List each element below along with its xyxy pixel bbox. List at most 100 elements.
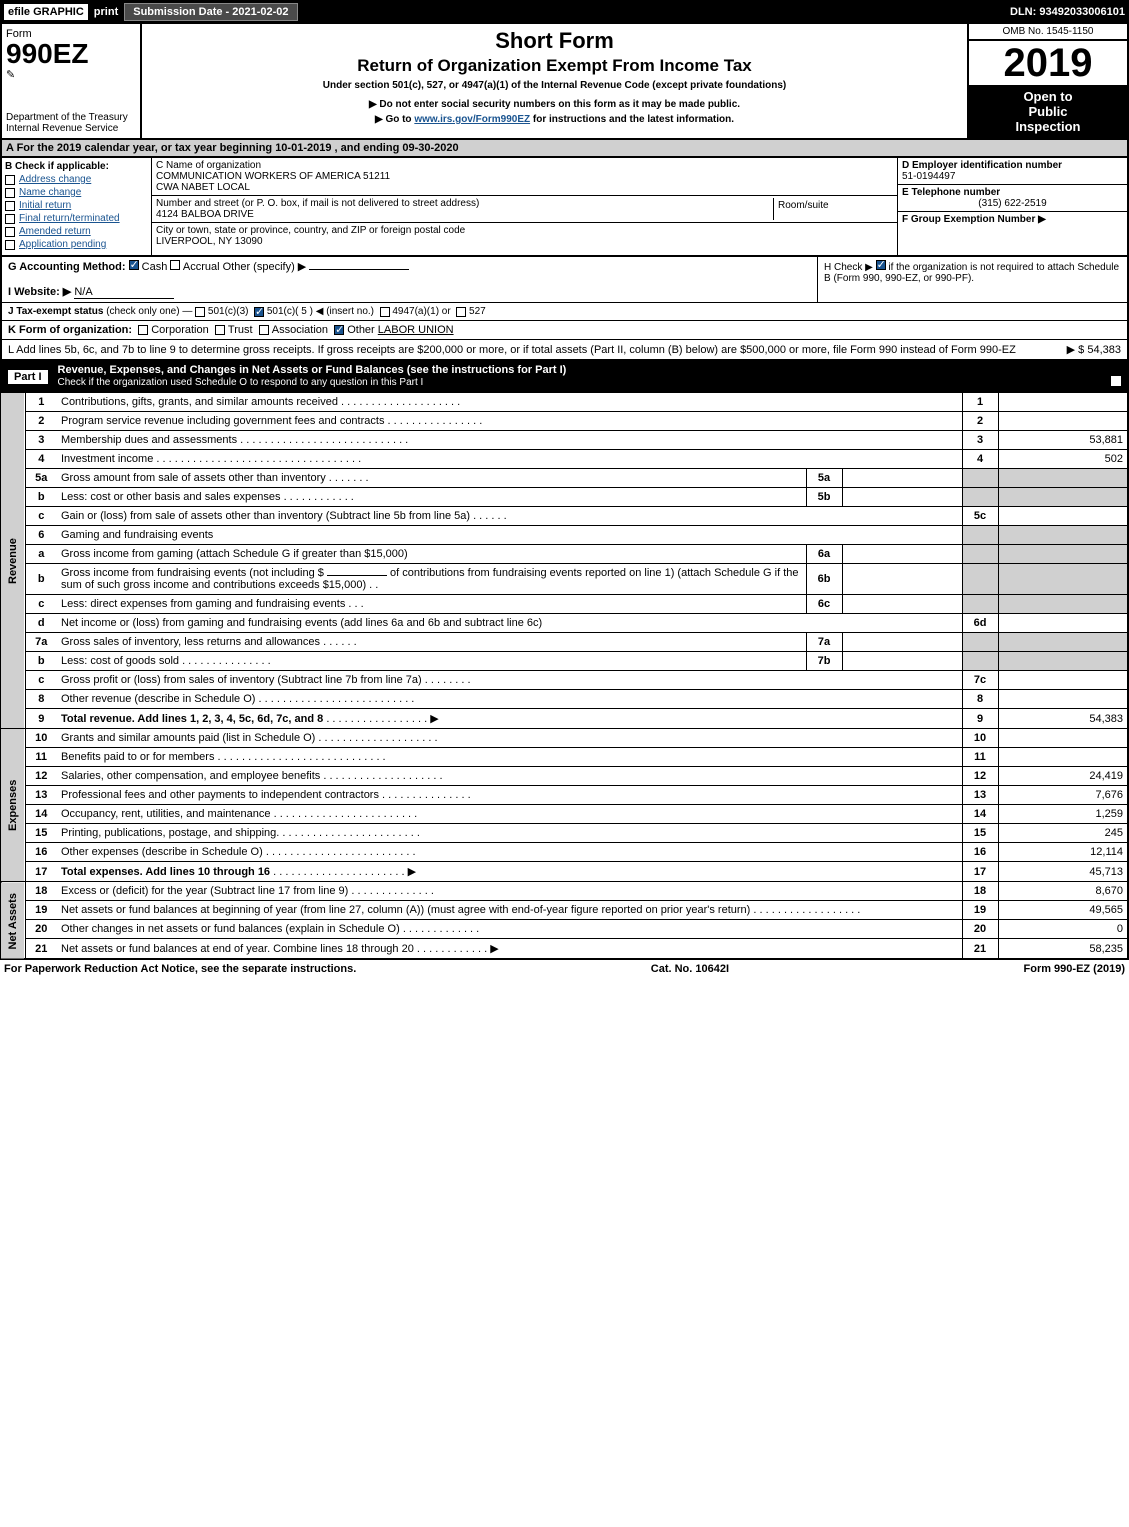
main-amt-shaded (998, 564, 1128, 595)
chk-schedule-b[interactable] (876, 260, 886, 270)
chk-amended-return[interactable]: Amended return (5, 226, 148, 237)
chk-label-pending[interactable]: Application pending (19, 239, 106, 250)
chk-application-pending[interactable]: Application pending (5, 239, 148, 250)
desc-text: Investment income (61, 453, 153, 465)
main-no-shaded (962, 488, 998, 507)
line-j: J Tax-exempt status (check only one) — 5… (0, 303, 1129, 321)
form-undertext: Under section 501(c), 527, or 4947(a)(1)… (146, 80, 963, 91)
desc-text: Membership dues and assessments (61, 434, 237, 446)
chk-cash[interactable] (129, 260, 139, 270)
chk-assoc[interactable] (259, 325, 269, 335)
line-desc: Excess or (deficit) for the year (Subtra… (57, 882, 962, 901)
form-header: Form 990EZ ✎ Department of the Treasury … (0, 24, 1129, 140)
irs-link[interactable]: www.irs.gov/Form990EZ (414, 114, 530, 125)
desc-text: Less: cost of goods sold (61, 655, 179, 667)
main-no: 1 (962, 393, 998, 412)
chk-other-org[interactable] (334, 325, 344, 335)
chk-label-initial[interactable]: Initial return (19, 200, 71, 211)
main-amt: 7,676 (998, 786, 1128, 805)
sub-no: 7b (806, 652, 842, 671)
form-header-right: OMB No. 1545-1150 2019 Open to Public In… (967, 24, 1127, 138)
org-name-2: CWA NABET LOCAL (156, 182, 893, 193)
main-amt: 58,235 (998, 939, 1128, 960)
chk-4947[interactable] (380, 307, 390, 317)
open-to-public: Open to Public Inspection (969, 85, 1127, 138)
line-no: c (25, 595, 57, 614)
line-h: H Check ▶ if the organization is not req… (817, 257, 1127, 302)
form-subtitle: Return of Organization Exempt From Incom… (146, 56, 963, 76)
table-row: Revenue 1 Contributions, gifts, grants, … (1, 393, 1128, 412)
irs-text: Internal Revenue Service (6, 123, 118, 134)
main-amt (998, 393, 1128, 412)
main-no: 8 (962, 690, 998, 709)
chk-trust[interactable] (215, 325, 225, 335)
part-1-sub: Check if the organization used Schedule … (58, 377, 424, 388)
other-specify-field[interactable] (309, 269, 409, 270)
main-amt: 12,114 (998, 843, 1128, 862)
line-desc: Program service revenue including govern… (57, 412, 962, 431)
chk-name-change[interactable]: Name change (5, 187, 148, 198)
table-row: 13 Professional fees and other payments … (1, 786, 1128, 805)
line-desc: Benefits paid to or for members . . . . … (57, 748, 962, 767)
main-amt: 8,670 (998, 882, 1128, 901)
ein-value: 51-0194497 (902, 171, 1123, 182)
table-row: c Gain or (loss) from sale of assets oth… (1, 507, 1128, 526)
main-no-shaded (962, 469, 998, 488)
main-no: 3 (962, 431, 998, 450)
chk-label-name[interactable]: Name change (19, 187, 81, 198)
main-no: 17 (962, 862, 998, 882)
table-row: 20 Other changes in net assets or fund b… (1, 920, 1128, 939)
line-no: 17 (25, 862, 57, 882)
main-no-shaded (962, 564, 998, 595)
opt-4947: 4947(a)(1) or (392, 306, 450, 317)
desc-text: Occupancy, rent, utilities, and maintena… (61, 808, 271, 820)
chk-schedule-o[interactable] (1111, 376, 1121, 386)
chk-527[interactable] (456, 307, 466, 317)
desc-text: Less: cost or other basis and sales expe… (61, 491, 281, 503)
desc-text: Gross amount from sale of assets other t… (61, 472, 326, 484)
address-cell: Number and street (or P. O. box, if mail… (156, 198, 773, 220)
line-desc: Net assets or fund balances at end of ye… (57, 939, 962, 960)
chk-label-address[interactable]: Address change (19, 174, 91, 185)
main-amt (998, 507, 1128, 526)
line-desc: Less: direct expenses from gaming and fu… (57, 595, 806, 614)
main-amt-shaded (998, 633, 1128, 652)
submission-date-button[interactable]: Submission Date - 2021-02-02 (124, 3, 297, 21)
accrual-label: Accrual (183, 261, 220, 273)
part-1-label: Part I (8, 370, 48, 384)
chk-501c3[interactable] (195, 307, 205, 317)
chk-corp[interactable] (138, 325, 148, 335)
checkbox-icon (5, 188, 15, 198)
chk-final-return[interactable]: Final return/terminated (5, 213, 148, 224)
opt-corp: Corporation (151, 324, 208, 336)
line-no: b (25, 488, 57, 507)
line-no: c (25, 671, 57, 690)
line-desc: Other revenue (describe in Schedule O) .… (57, 690, 962, 709)
line-g: G Accounting Method: Cash Accrual Other … (2, 257, 817, 302)
table-row: 15 Printing, publications, postage, and … (1, 824, 1128, 843)
main-amt-shaded (998, 652, 1128, 671)
desc-text: Salaries, other compensation, and employ… (61, 770, 320, 782)
sub-no: 5a (806, 469, 842, 488)
chk-accrual[interactable] (170, 260, 180, 270)
line-no: 16 (25, 843, 57, 862)
chk-label-amended[interactable]: Amended return (19, 226, 91, 237)
line-no: b (25, 564, 57, 595)
line-desc: Gross profit or (loss) from sales of inv… (57, 671, 962, 690)
table-row: Expenses 10 Grants and similar amounts p… (1, 729, 1128, 748)
chk-address-change[interactable]: Address change (5, 174, 148, 185)
box-d: D Employer identification number 51-0194… (898, 158, 1127, 185)
line-desc: Investment income . . . . . . . . . . . … (57, 450, 962, 469)
opt-501c: 501(c)( 5 ) ◀ (insert no.) (267, 306, 374, 317)
chk-501c[interactable] (254, 307, 264, 317)
print-link[interactable]: print (94, 6, 118, 18)
main-no: 15 (962, 824, 998, 843)
contrib-amount-field[interactable] (327, 575, 387, 576)
sub-amt (842, 564, 962, 595)
sub-amt (842, 633, 962, 652)
chk-label-final[interactable]: Final return/terminated (19, 213, 120, 224)
part-1-table: Revenue 1 Contributions, gifts, grants, … (0, 392, 1129, 960)
sub-amt (842, 469, 962, 488)
chk-initial-return[interactable]: Initial return (5, 200, 148, 211)
ein-label: D Employer identification number (902, 160, 1123, 171)
